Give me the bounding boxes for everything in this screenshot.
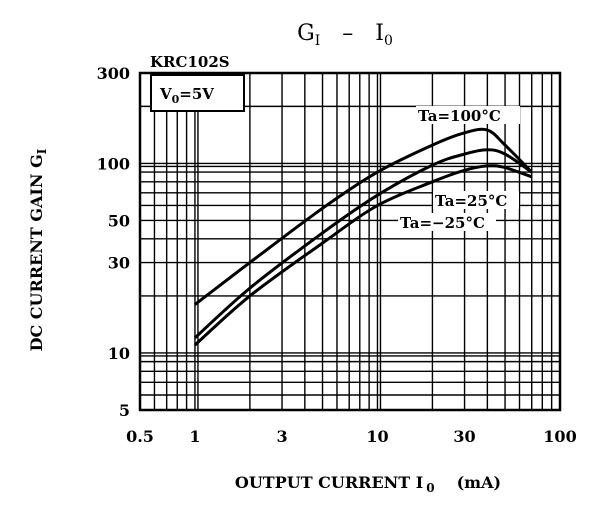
y-tick-label: 300 xyxy=(97,64,130,83)
x-tick-label: 0.5 xyxy=(126,427,154,446)
y-tick-label: 10 xyxy=(108,344,130,363)
series-label-bg-100 xyxy=(416,106,520,124)
condition-box xyxy=(150,74,245,112)
series-line-2 xyxy=(193,164,533,347)
series-label-100: Ta=100°C xyxy=(418,107,501,125)
x-tick-labels: 0.5 1 3 10 30 100 xyxy=(126,427,577,446)
y-tick-label: 30 xyxy=(108,254,130,273)
condition-label: V0=5V xyxy=(159,85,214,106)
x-tick-label: 3 xyxy=(276,427,287,446)
y-tick-labels: 5 10 30 50 100 300 xyxy=(97,64,130,420)
x-tick-label: 1 xyxy=(189,427,200,446)
y-tick-label: 50 xyxy=(108,211,130,230)
chart-title: GI – I0 xyxy=(297,21,393,49)
series-label-bg-25 xyxy=(433,191,519,209)
x-tick-label: 30 xyxy=(453,427,475,446)
series-line-1 xyxy=(193,148,533,340)
y-tick-label: 100 xyxy=(97,154,130,173)
grid xyxy=(140,73,560,410)
series-label-m25: Ta=−25°C xyxy=(400,214,485,232)
plot-frame xyxy=(138,71,562,412)
series-lines xyxy=(193,127,533,347)
x-tick-label: 100 xyxy=(543,427,576,446)
part-number-label: KRC102S xyxy=(150,53,230,71)
series-label-bg-m25 xyxy=(398,213,496,231)
y-axis-label: DC CURRENT GAIN GI xyxy=(27,148,49,351)
x-axis-label: OUTPUT CURRENT I 0 (mA) xyxy=(235,473,501,495)
series-label-25: Ta=25°C xyxy=(435,192,507,210)
y-tick-label: 5 xyxy=(119,401,130,420)
series-line-0 xyxy=(193,127,533,306)
x-tick-label: 10 xyxy=(366,427,388,446)
